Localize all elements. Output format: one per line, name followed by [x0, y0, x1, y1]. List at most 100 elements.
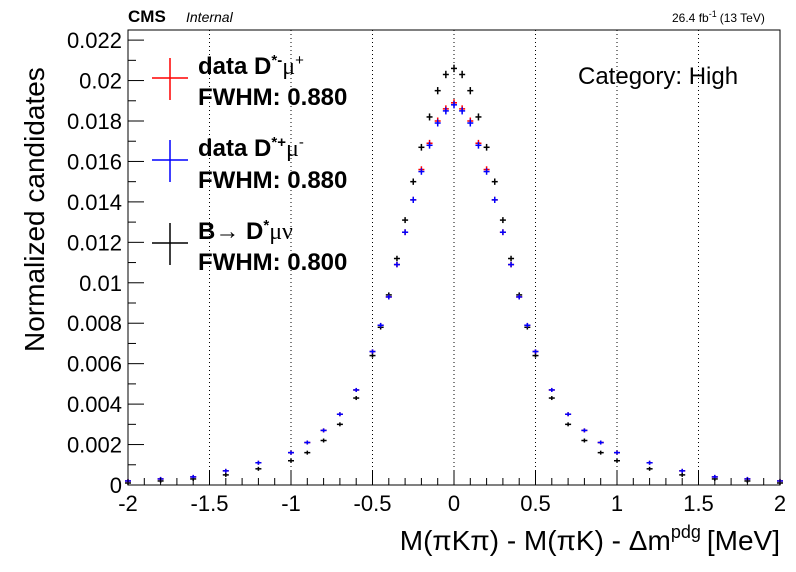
point-s2-6 — [304, 450, 311, 455]
point-s1-14 — [402, 229, 409, 236]
y-tick-label-7: 0.014 — [67, 190, 122, 215]
point-s1-29 — [524, 322, 531, 328]
point-s1-13 — [393, 261, 400, 268]
point-s1-21 — [459, 107, 466, 115]
point-s1-22 — [467, 119, 474, 127]
legend-label-red: data D*-μ+ — [198, 52, 304, 80]
category-label: Category: High — [578, 63, 738, 90]
x-axis-title-unit: [MeV] — [707, 525, 780, 556]
x-tick-label-2: -1 — [281, 491, 301, 516]
point-s2-7 — [320, 438, 327, 443]
legend-red-main: data D — [198, 53, 271, 80]
point-s2-23 — [475, 113, 482, 121]
point-s1-27 — [508, 261, 515, 268]
cms-label: CMS — [128, 7, 166, 26]
point-s2-15 — [410, 178, 417, 185]
point-s2-16 — [418, 143, 425, 151]
x-tick-label-1: -1.5 — [191, 491, 229, 516]
point-s2-14 — [402, 217, 409, 224]
point-s1-15 — [410, 196, 417, 203]
point-s2-4 — [255, 466, 262, 471]
legend-entry-blue: data D*+μ- FWHM: 0.880 — [152, 134, 347, 194]
point-s1-6 — [304, 440, 311, 445]
point-s2-22 — [467, 87, 474, 95]
point-s1-30 — [532, 349, 539, 354]
y-tick-label-1: 0.002 — [67, 433, 122, 458]
x-tick-label-5: 0.5 — [520, 491, 551, 516]
legend-red-mu-sup: + — [295, 52, 304, 69]
point-s1-18 — [434, 119, 441, 127]
point-s2-35 — [614, 458, 620, 463]
point-s1-33 — [581, 428, 588, 433]
point-s1-35 — [614, 450, 620, 455]
internal-label: Internal — [186, 9, 234, 25]
legend-black-main: B→ D — [198, 218, 263, 245]
point-s1-16 — [418, 168, 425, 175]
series-layer — [125, 64, 783, 485]
y-tick-label-8: 0.016 — [67, 149, 122, 174]
x-tick-label-8: 2 — [774, 491, 786, 516]
point-s2-36 — [646, 466, 653, 471]
legend-label-blue: data D*+μ- — [198, 134, 304, 162]
legend-red-sup: *- — [271, 52, 282, 69]
point-s1-36 — [646, 460, 653, 465]
point-s2-26 — [499, 217, 506, 224]
point-s2-3 — [222, 472, 229, 477]
point-s1-19 — [442, 107, 449, 115]
legend-fwhm-black: FWHM: 0.800 — [198, 249, 347, 276]
point-s2-33 — [581, 438, 588, 443]
point-s1-8 — [336, 412, 343, 417]
point-s1-3 — [222, 468, 229, 473]
point-s1-4 — [255, 460, 262, 465]
legend-entry-red: data D*-μ+ FWHM: 0.880 — [152, 52, 347, 111]
point-s1-7 — [320, 428, 327, 433]
legend-black-mu: μν — [269, 219, 293, 245]
point-s2-34 — [597, 450, 604, 455]
legend-red-mu: μ — [282, 54, 295, 80]
x-axis-title: M(πKπ) - M(πK) - Δmpdg [MeV] — [400, 522, 780, 556]
point-s1-34 — [597, 440, 604, 445]
point-s1-17 — [426, 141, 433, 149]
legend-blue-sup: *+ — [271, 134, 286, 151]
point-s2-19 — [442, 70, 449, 79]
point-s1-37 — [679, 468, 686, 473]
y-tick-label-6: 0.012 — [67, 230, 122, 255]
point-s1-11 — [377, 322, 384, 328]
lumi-value: 26.4 fb — [672, 11, 709, 25]
x-axis: -2 -1.5 -1 -0.5 0 0.5 1 1.5 2 — [118, 471, 786, 516]
point-s1-23 — [475, 141, 482, 149]
point-s2-27 — [508, 255, 515, 262]
point-s1-25 — [491, 196, 498, 203]
point-s2-31 — [548, 396, 555, 401]
point-s2-37 — [679, 472, 686, 477]
legend-blue-main: data D — [198, 135, 271, 162]
point-s2-9 — [353, 396, 360, 401]
point-s1-12 — [385, 294, 392, 300]
point-s2-8 — [336, 422, 343, 427]
point-s1-24 — [483, 168, 490, 175]
point-s1-5 — [288, 450, 294, 455]
point-s1-20 — [451, 101, 457, 109]
y-tick-label-9: 0.018 — [67, 109, 122, 134]
point-s2-25 — [491, 178, 498, 185]
point-s2-10 — [369, 353, 376, 358]
point-s2-24 — [483, 143, 490, 151]
x-tick-label-4: 0 — [448, 491, 460, 516]
legend-label-black: B→ D*μν — [198, 217, 293, 245]
point-s1-28 — [516, 294, 523, 300]
point-s1-31 — [548, 387, 555, 392]
point-s2-21 — [459, 70, 466, 79]
point-s1-9 — [353, 387, 360, 392]
x-tick-label-7: 1.5 — [683, 491, 714, 516]
point-s2-18 — [434, 87, 441, 95]
legend-entry-black: B→ D*μν FWHM: 0.800 — [152, 217, 347, 276]
y-tick-label-2: 0.004 — [67, 392, 122, 417]
legend-blue-mu: μ — [286, 136, 299, 162]
legend-fwhm-blue: FWHM: 0.880 — [198, 167, 347, 194]
point-s1-26 — [499, 229, 506, 236]
y-tick-label-4: 0.008 — [67, 311, 122, 336]
legend-black-sup: * — [263, 217, 269, 234]
point-s2-17 — [426, 113, 433, 121]
x-tick-label-3: -0.5 — [354, 491, 392, 516]
